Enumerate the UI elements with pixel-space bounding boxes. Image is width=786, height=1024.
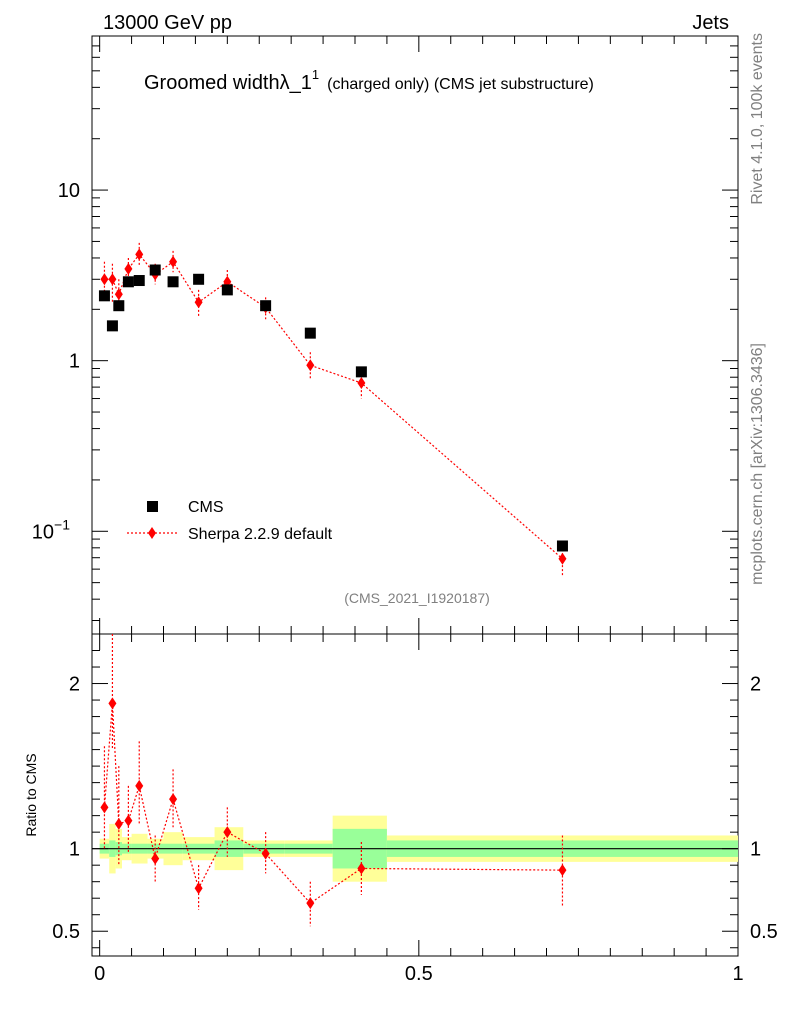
- sherpa-point-12: [558, 552, 567, 565]
- side-label-mcplots: mcplots.cern.ch [arXiv:1306.3436]: [749, 343, 766, 585]
- ratio-axis-ticks: 2 2 1 1 0.5 0.5: [52, 650, 778, 949]
- sherpa-point-2: [114, 288, 123, 301]
- cms-point-11: [355, 366, 367, 378]
- analysis-watermark: (CMS_2021_I1920187): [344, 590, 490, 606]
- ratio-ytick-label-right: 1: [750, 839, 761, 861]
- xtick-label: 0.5: [405, 963, 433, 985]
- ratio-point-11: [357, 862, 366, 875]
- sherpa-point-11: [357, 376, 366, 389]
- title-rest: (charged only) (CMS jet substructure): [327, 76, 594, 93]
- main-ytick-label-base: 10: [58, 180, 80, 202]
- sherpa-point-4: [135, 248, 144, 261]
- header-process: 13000 GeV pp: [103, 12, 232, 34]
- ratio-ytick-label-left: 2: [69, 674, 80, 696]
- cms-series-points: [98, 264, 568, 552]
- ratio-point-8: [223, 826, 232, 839]
- cms-point-8: [221, 284, 233, 296]
- cms-point-6: [167, 276, 179, 288]
- x-axis-ticks: 0 0.5 1: [94, 36, 744, 985]
- cms-point-2: [113, 300, 125, 312]
- cms-point-12: [556, 540, 568, 552]
- ratio-point-10: [306, 897, 315, 910]
- xtick-label: 0: [94, 963, 105, 985]
- ratio-point-9: [261, 847, 270, 860]
- cms-point-0: [98, 290, 110, 302]
- title-main: Groomed width: [144, 72, 280, 94]
- ratio-y-axis-label: Ratio to CMS: [23, 753, 39, 836]
- ratio-point-6: [169, 793, 178, 806]
- main-ytick-label-base: 1: [69, 351, 80, 373]
- main-ytick-label: 10: [58, 180, 80, 202]
- cms-point-10: [304, 327, 316, 339]
- cms-point-4: [133, 275, 145, 287]
- chart-title: Groomed widthλ_11 (charged only) (CMS jet…: [144, 67, 594, 94]
- header-category: Jets: [692, 12, 729, 34]
- main-plot-frame: [91, 35, 739, 635]
- cms-point-1: [106, 320, 118, 332]
- title-lambda: λ_1: [280, 72, 312, 94]
- ratio-point-3: [124, 814, 133, 827]
- main-ytick-label: 1: [69, 351, 80, 373]
- ratio-point-12: [558, 864, 567, 877]
- ratio-point-7: [194, 882, 203, 895]
- legend: CMS Sherpa 2.2.9 default: [127, 499, 333, 543]
- sherpa-point-0: [100, 273, 109, 286]
- ratio-ytick-label-right: 0.5: [750, 921, 778, 943]
- ratio-series-points: [100, 634, 567, 927]
- title-sup: 1: [312, 67, 319, 82]
- sherpa-point-6: [169, 255, 178, 268]
- xtick-label: 1: [732, 963, 743, 985]
- sherpa-series-points: [100, 242, 567, 576]
- ratio-point-1: [108, 697, 117, 710]
- main-ytick-label: 10−1: [32, 516, 70, 543]
- ratio-ytick-label-right: 2: [750, 674, 761, 696]
- cms-point-7: [193, 273, 205, 285]
- ratio-ytick-label-left: 1: [69, 839, 80, 861]
- ratio-plot-frame: [91, 633, 739, 957]
- legend-cms-marker: [147, 501, 158, 512]
- legend-sherpa-label: Sherpa 2.2.9 default: [188, 526, 333, 543]
- sherpa-point-1: [108, 273, 117, 286]
- legend-sherpa-marker: [148, 527, 156, 539]
- cms-point-3: [122, 276, 134, 288]
- main-ytick-label-exp: −1: [54, 516, 70, 532]
- ratio-point-4: [135, 779, 144, 792]
- cms-point-5: [149, 264, 161, 276]
- ratio-point-2: [114, 817, 123, 830]
- ratio-ytick-label-left: 0.5: [52, 921, 80, 943]
- main-ytick-label-base: 10: [32, 521, 54, 543]
- sherpa-point-7: [194, 296, 203, 309]
- sherpa-main-line: [104, 253, 563, 560]
- ratio-point-5: [151, 852, 160, 865]
- ratio-point-0: [100, 801, 109, 814]
- side-label-rivet: Rivet 4.1.0, 100k events: [749, 33, 766, 205]
- cms-point-9: [260, 300, 272, 312]
- legend-cms-label: CMS: [188, 499, 224, 516]
- sherpa-point-3: [124, 262, 133, 275]
- sherpa-point-10: [306, 359, 315, 372]
